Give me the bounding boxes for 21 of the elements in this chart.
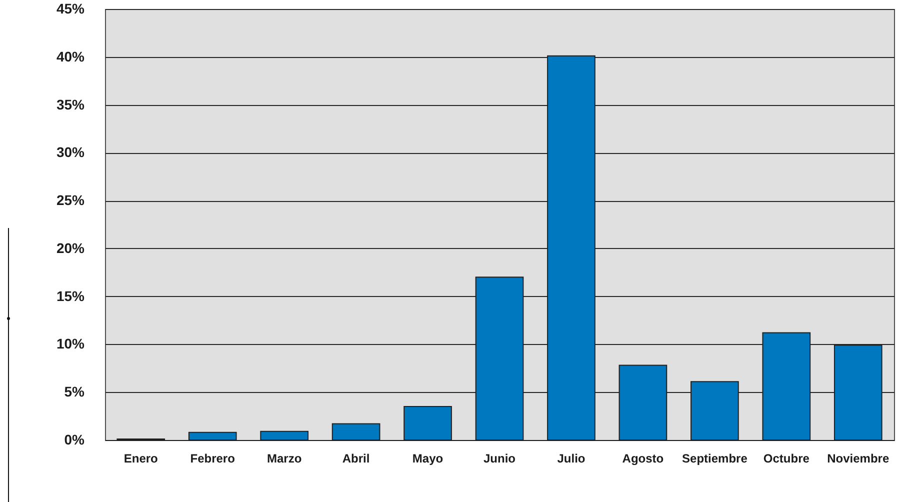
x-tick-label: Noviembre (827, 452, 890, 466)
x-tick-label: Junio (484, 452, 516, 466)
y-tick-label: 25% (56, 192, 86, 208)
x-tick-label: Agosto (622, 452, 664, 466)
y-tick-label: 10% (56, 336, 86, 352)
y-tick-label: 20% (56, 240, 86, 256)
x-tick-label: Febrero (190, 452, 235, 466)
y-tick-label: 35% (56, 96, 86, 112)
y-tick-label: 45% (56, 0, 86, 16)
y-tick-label: 0% (64, 432, 86, 448)
y-tick-label: 5% (64, 384, 86, 400)
y-tick-label: 30% (56, 144, 86, 160)
x-tick-label: Septiembre (682, 452, 748, 466)
y-tick-label: 15% (56, 288, 86, 304)
x-tick-label: Marzo (266, 452, 302, 466)
x-tick-label: Octubre (763, 452, 810, 466)
x-tick-label: Abril (342, 452, 370, 466)
y-tick-label: 40% (56, 48, 86, 64)
x-tick-label: Mayo (412, 452, 444, 466)
x-tick-label: Enero (124, 452, 158, 466)
x-tick-label: Julio (557, 452, 586, 466)
